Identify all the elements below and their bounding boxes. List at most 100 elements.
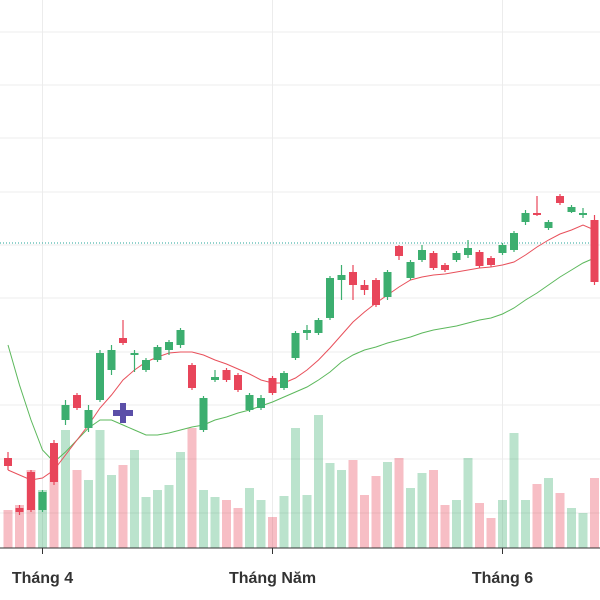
volume-bar — [578, 513, 588, 548]
volume-bar — [590, 478, 599, 548]
volume-bar — [291, 428, 300, 548]
candle-body — [429, 253, 438, 268]
volume-bar — [463, 458, 473, 548]
candle-body — [372, 280, 380, 305]
candle-body — [579, 213, 587, 215]
volume-bar — [532, 484, 542, 548]
candle-body — [567, 207, 576, 212]
x-axis: Tháng 4 Tháng Năm Tháng 6 — [0, 547, 600, 587]
volume-bar — [567, 508, 576, 548]
volume-bar — [486, 518, 496, 548]
volume-bar — [498, 500, 507, 548]
candle-body — [234, 375, 242, 390]
volume-bar — [61, 430, 70, 548]
candle-body — [475, 252, 484, 266]
volume-bar — [130, 450, 139, 548]
volume-bar — [49, 460, 59, 548]
candle-body — [418, 250, 426, 260]
candle-body — [50, 443, 58, 482]
candle-body — [211, 377, 219, 380]
candle-body — [533, 213, 541, 215]
candle-body — [521, 213, 530, 222]
volume-bar — [348, 460, 358, 548]
volume-bar — [187, 428, 197, 548]
volume-bar — [199, 490, 208, 548]
candle-body — [96, 353, 104, 400]
candle-body — [395, 246, 403, 256]
volume-bar — [371, 476, 381, 548]
candle-body — [142, 360, 150, 370]
candle-body — [303, 330, 311, 333]
candle-body — [590, 220, 599, 282]
candle-body — [84, 410, 93, 428]
candle-body — [326, 278, 334, 318]
volume-bar — [256, 500, 266, 548]
candle-body — [337, 275, 346, 280]
candle-body — [544, 222, 553, 228]
volume-bar — [164, 485, 174, 548]
volume-layer — [3, 415, 599, 548]
volume-bar — [72, 470, 82, 548]
volume-bar — [222, 500, 231, 548]
x-tick-label: Tháng Năm — [229, 570, 316, 587]
candle-body — [406, 262, 415, 278]
candle-body — [153, 347, 162, 360]
volume-bar — [141, 497, 151, 548]
volume-bar — [38, 490, 47, 548]
candle-body — [15, 508, 24, 512]
volume-bar — [118, 465, 128, 548]
grid — [0, 0, 600, 548]
volume-bar — [440, 505, 450, 548]
moving-average-line — [7, 224, 595, 481]
cross-marker — [113, 403, 133, 423]
volume-bar — [394, 458, 404, 548]
volume-bar — [107, 475, 116, 548]
candle-body — [73, 395, 81, 408]
candle-body — [38, 492, 47, 510]
volume-bar — [429, 470, 438, 548]
candle-body — [280, 373, 288, 388]
volume-bar — [509, 433, 519, 548]
volume-bar — [383, 462, 392, 548]
candle-body — [510, 233, 518, 250]
candle-body — [165, 342, 173, 350]
volume-bar — [360, 495, 369, 548]
volume-bar — [555, 493, 565, 548]
candle-body — [130, 353, 139, 355]
candle-body — [452, 253, 461, 260]
x-tick-label: Tháng 4 — [12, 570, 73, 587]
volume-bar — [521, 500, 530, 548]
moving-average-line — [7, 257, 595, 463]
price-layer — [4, 194, 599, 515]
candle-body — [107, 350, 116, 370]
candle-body — [556, 196, 564, 203]
volume-bar — [233, 508, 243, 548]
candle-body — [487, 258, 495, 265]
volume-bar — [268, 517, 277, 548]
candle-body — [441, 265, 449, 270]
volume-bar — [279, 496, 289, 548]
volume-bar — [314, 415, 323, 548]
candle-body — [268, 378, 277, 393]
volume-bar — [15, 505, 24, 548]
candle-body — [257, 398, 265, 408]
volume-bar — [3, 510, 13, 548]
candle-body — [222, 370, 231, 380]
volume-bar — [406, 488, 415, 548]
candle-body — [360, 285, 369, 290]
candle-body — [349, 272, 357, 285]
volume-bar — [417, 473, 427, 548]
candle-body — [4, 458, 12, 466]
volume-bar — [153, 490, 162, 548]
volume-bar — [325, 463, 335, 548]
volume-bar — [452, 500, 461, 548]
volume-bar — [210, 497, 220, 548]
candle-body — [188, 365, 196, 388]
candle-body — [314, 320, 323, 333]
candle-body — [27, 472, 35, 510]
candle-body — [464, 248, 472, 255]
candle-body — [176, 330, 185, 345]
volume-bar — [337, 470, 346, 548]
volume-bar — [475, 503, 484, 548]
